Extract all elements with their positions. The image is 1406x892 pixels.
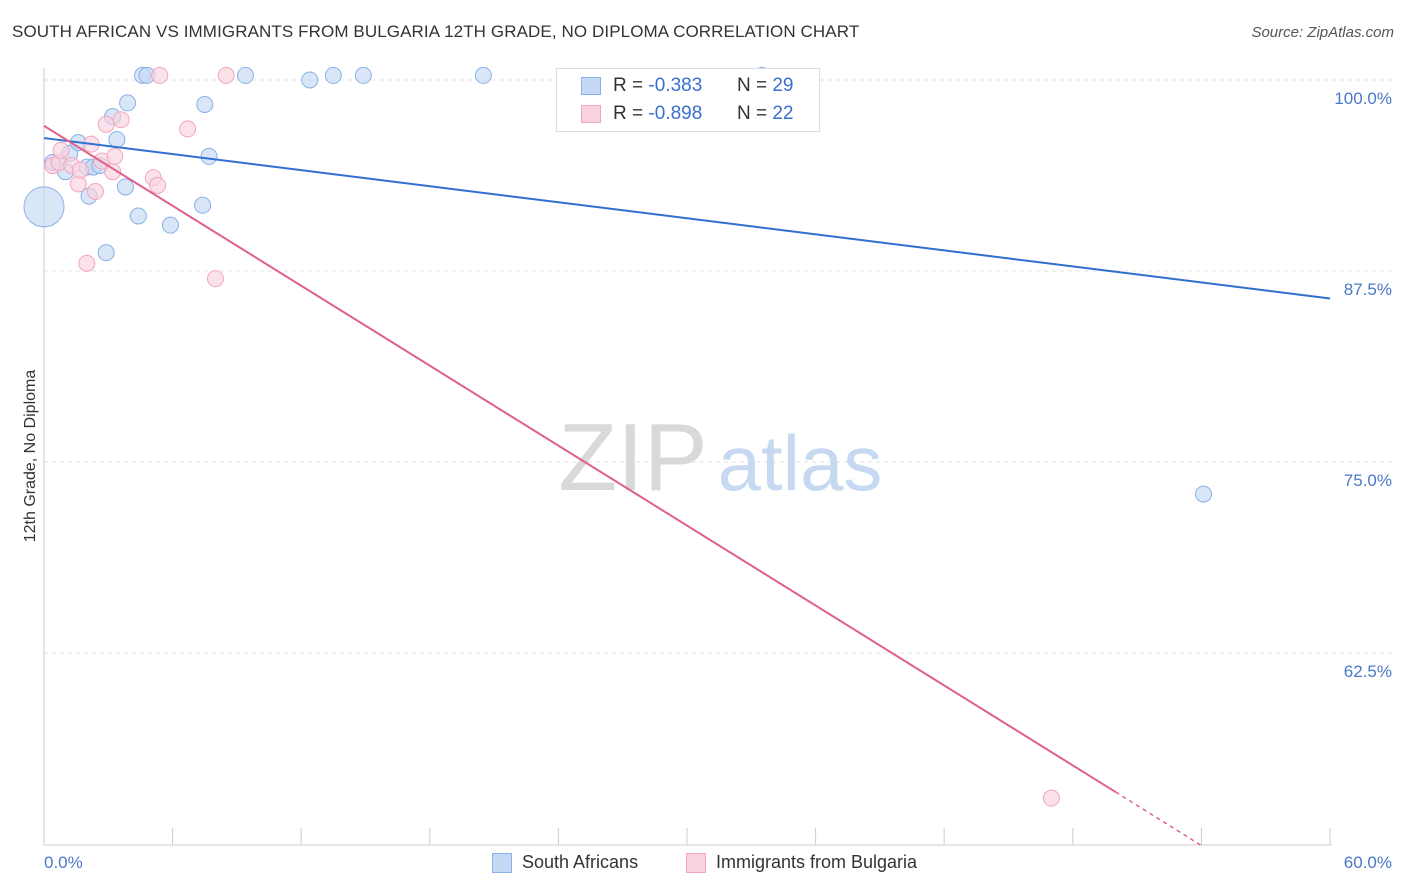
legend-item-bulgaria[interactable]: Immigrants from Bulgaria bbox=[686, 852, 917, 873]
r-label: R = bbox=[613, 103, 644, 124]
point-south-africans bbox=[324, 66, 342, 84]
point-bulgaria bbox=[71, 161, 89, 179]
point-bulgaria bbox=[97, 115, 115, 133]
point-south-africans bbox=[354, 66, 372, 84]
point-south-africans bbox=[1195, 485, 1213, 503]
trend-lines bbox=[43, 124, 1331, 847]
point-bulgaria bbox=[151, 66, 169, 84]
x-tick-label-max: 60.0% bbox=[1343, 853, 1392, 872]
legend-swatch-blue bbox=[492, 852, 512, 873]
point-south-africans bbox=[23, 186, 65, 228]
y-tick-label: 62.5% bbox=[1344, 662, 1392, 681]
point-bulgaria bbox=[217, 66, 235, 84]
n-label: N = bbox=[736, 103, 768, 124]
trend-line-south-africans bbox=[43, 137, 1331, 300]
point-south-africans bbox=[119, 94, 137, 112]
y-tick-label: 100.0% bbox=[1334, 89, 1392, 108]
n-value: 22 bbox=[772, 103, 794, 124]
gridlines bbox=[44, 79, 1392, 654]
point-south-africans bbox=[474, 66, 492, 84]
series-legend: South Africans Immigrants from Bulgaria bbox=[0, 852, 1406, 876]
legend-swatch-pink bbox=[581, 105, 601, 123]
legend-swatch-blue bbox=[581, 77, 601, 95]
stats-legend-row-south-africans: R = -0.383 N = 29 bbox=[581, 75, 793, 97]
point-south-africans bbox=[196, 95, 214, 113]
point-bulgaria bbox=[1042, 789, 1060, 807]
x-tick-label-min: 0.0% bbox=[44, 853, 83, 872]
legend-swatch-pink bbox=[686, 852, 706, 873]
point-bulgaria bbox=[206, 270, 224, 288]
stats-legend-row-bulgaria: R = -0.898 N = 22 bbox=[581, 103, 793, 125]
point-south-africans bbox=[129, 207, 147, 225]
chart-title: SOUTH AFRICAN VS IMMIGRANTS FROM BULGARI… bbox=[12, 22, 860, 41]
point-south-africans bbox=[236, 66, 254, 84]
point-south-africans bbox=[97, 244, 115, 262]
point-bulgaria bbox=[86, 183, 104, 201]
trend-line-bulgaria-extrapolated bbox=[1115, 791, 1202, 847]
n-label: N = bbox=[736, 75, 768, 96]
point-bulgaria bbox=[52, 141, 70, 159]
point-south-africans bbox=[108, 131, 126, 149]
y-tick-label: 75.0% bbox=[1344, 471, 1392, 490]
point-south-africans bbox=[161, 216, 179, 234]
trend-line-bulgaria bbox=[43, 124, 1117, 793]
watermark: ZIP atlas bbox=[558, 404, 882, 511]
point-south-africans bbox=[200, 147, 218, 165]
point-bulgaria bbox=[179, 120, 197, 138]
y-tick-labels: 100.0% 87.5% 75.0% 62.5% bbox=[1334, 89, 1392, 681]
watermark-zip: ZIP bbox=[558, 404, 707, 511]
watermark-atlas: atlas bbox=[718, 419, 883, 507]
stats-legend: R = -0.383 N = 29 R = -0.898 N = 22 bbox=[556, 68, 820, 132]
r-value: -0.898 bbox=[648, 103, 703, 124]
axes bbox=[43, 68, 1332, 846]
source-label: Source: ZipAtlas.com bbox=[1251, 24, 1394, 41]
legend-label: Immigrants from Bulgaria bbox=[716, 852, 918, 872]
y-tick-label: 87.5% bbox=[1344, 280, 1392, 299]
r-label: R = bbox=[613, 75, 644, 96]
point-bulgaria bbox=[149, 176, 167, 194]
point-bulgaria bbox=[106, 147, 124, 165]
point-bulgaria bbox=[112, 111, 130, 129]
n-value: 29 bbox=[772, 75, 794, 96]
legend-label: South Africans bbox=[522, 852, 639, 872]
point-south-africans bbox=[116, 178, 134, 196]
point-south-africans bbox=[194, 196, 212, 214]
legend-item-south-africans[interactable]: South Africans bbox=[492, 852, 638, 873]
r-value: -0.383 bbox=[648, 75, 703, 96]
point-south-africans bbox=[301, 71, 319, 89]
point-bulgaria bbox=[78, 254, 96, 272]
data-points bbox=[23, 66, 1213, 807]
